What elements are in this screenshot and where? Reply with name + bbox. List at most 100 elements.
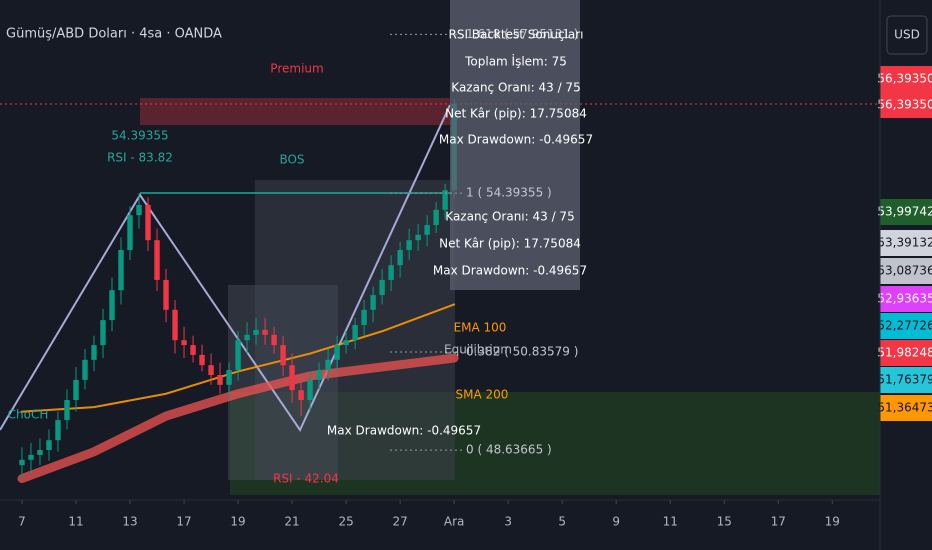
candle-body xyxy=(100,320,106,346)
candle-body xyxy=(424,225,430,235)
candle-body xyxy=(325,359,331,371)
price-tag xyxy=(880,313,932,339)
candle-body xyxy=(244,334,250,341)
candle-body xyxy=(415,234,421,241)
candle-body xyxy=(46,440,52,450)
x-tick-label: 13 xyxy=(122,515,137,529)
candle-body xyxy=(190,345,196,355)
backtest-line: Toplam İşlem: 75 xyxy=(464,54,567,69)
price-tag-label: 56,39350 xyxy=(877,98,932,112)
price-tag xyxy=(880,66,932,92)
price-tag-label: 53,39132 xyxy=(877,236,932,250)
candle-body xyxy=(154,240,160,280)
backtest-panel xyxy=(450,0,580,290)
candle-body xyxy=(334,345,340,360)
candle-body xyxy=(316,370,322,380)
zigzag xyxy=(0,104,451,433)
candle-body xyxy=(262,329,268,335)
candle-body xyxy=(208,365,214,375)
fib-label: 0 ( 48.63665 ) xyxy=(466,443,552,457)
candle-body xyxy=(226,370,232,385)
candle-body xyxy=(82,359,88,380)
candle-body xyxy=(343,340,349,346)
backtest-line: Max Drawdown: -0.49657 xyxy=(433,264,587,278)
candle-body xyxy=(118,250,124,291)
price-tag-label: 53,08736 xyxy=(877,264,932,278)
price-tag xyxy=(880,230,932,256)
candle-body xyxy=(397,250,403,266)
price-tag xyxy=(880,395,932,421)
annotation: ChoCH xyxy=(8,408,49,422)
annotation: Equilibrium xyxy=(444,343,512,357)
candle-body xyxy=(442,190,448,210)
candle-body xyxy=(19,459,25,466)
candle-body xyxy=(388,265,394,280)
candle-body xyxy=(181,340,187,346)
price-tag xyxy=(880,92,932,118)
price-tag-label: 56,39350 xyxy=(877,72,932,86)
candle-body xyxy=(271,334,277,346)
x-tick-label: 17 xyxy=(176,515,191,529)
candle-body xyxy=(109,290,115,321)
candle-body xyxy=(361,309,367,325)
candle-body xyxy=(172,309,178,341)
candle-body xyxy=(73,379,79,400)
candle-body xyxy=(199,354,205,366)
annotation: Max Drawdown: -0.49657 xyxy=(327,424,481,438)
annotation: 54.39355 xyxy=(111,129,168,143)
price-tag-label: 53,99742 xyxy=(877,205,932,219)
candle-body xyxy=(145,204,151,241)
chart-title: Gümüş/ABD Doları · 4sa · OANDA xyxy=(6,27,222,42)
x-tick-label: 7 xyxy=(18,515,26,529)
moving-average xyxy=(17,353,459,484)
candle-body xyxy=(163,279,169,310)
premium-zone xyxy=(140,98,450,125)
candle-body xyxy=(307,379,313,400)
candle-body xyxy=(127,215,133,250)
candle-body xyxy=(253,329,259,335)
overlay: 7 11 13 17 19 21 25 27 Ara 3 5 9 11 15 17 19 1.618 ( 57.… xyxy=(8,27,932,529)
price-tag-label: 52,93635 xyxy=(877,292,932,306)
currency-button[interactable] xyxy=(886,15,928,55)
price-tag xyxy=(880,258,932,284)
x-tick-label: 25 xyxy=(338,515,353,529)
x-tick-label: 17 xyxy=(771,515,786,529)
candle-body xyxy=(289,365,295,391)
price-tag-label: 52,27726 xyxy=(877,319,932,333)
price-tag-label: 51,76379 xyxy=(877,373,932,387)
candle-body xyxy=(406,240,412,250)
x-tick-label: 9 xyxy=(612,515,620,529)
backtest-line: Net Kâr (pip): 17.75084 xyxy=(439,237,581,251)
candle-body xyxy=(28,454,34,460)
candle-body xyxy=(370,295,376,310)
candle-body xyxy=(55,420,61,441)
x-tick-label: Ara xyxy=(444,515,465,529)
fib-label: 1.618 ( 57.95131 ) xyxy=(466,27,578,41)
backtest-line: Kazanç Oranı: 43 / 75 xyxy=(451,81,580,95)
backtest-line: Kazanç Oranı: 43 / 75 xyxy=(445,210,574,224)
price-tag-label: 51,36473 xyxy=(877,401,932,415)
annotation: RSI - 42.04 xyxy=(273,472,339,486)
candle-body xyxy=(235,340,241,371)
backtest-line: Max Drawdown: -0.49657 xyxy=(439,133,593,147)
annotation: Premium xyxy=(270,62,323,76)
x-tick-label: 3 xyxy=(504,515,512,529)
candle-body xyxy=(433,209,439,225)
annotation: BOS xyxy=(279,153,304,167)
price-tag-label: 51,98248 xyxy=(877,346,932,360)
annotation: SMA 200 xyxy=(456,388,509,402)
x-tick-label: 19 xyxy=(230,515,245,529)
candle-body xyxy=(37,450,43,455)
annotation: RSI - 83.82 xyxy=(107,151,173,165)
annotation: EMA 100 xyxy=(454,321,507,335)
fib-label: 0.382 ( 50.83579 ) xyxy=(466,344,578,358)
x-tick-label: 11 xyxy=(68,515,83,529)
x-tick-label: 27 xyxy=(392,515,407,529)
candle-body xyxy=(64,400,70,421)
x-tick-label: 21 xyxy=(284,515,299,529)
fib-label: 1 ( 54.39355 ) xyxy=(466,186,552,200)
currency-label: USD xyxy=(894,28,920,42)
x-tick-label: 11 xyxy=(663,515,678,529)
price-tag xyxy=(880,199,932,225)
